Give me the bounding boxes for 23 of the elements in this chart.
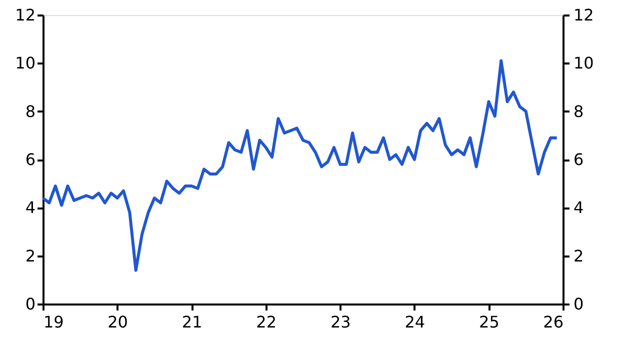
x-tick-label: 19 [44,312,64,332]
y-tick-label: 8 [25,102,36,121]
y2-tick-label: 6 [574,150,584,169]
y2-tick-label: 10 [574,54,594,73]
x-tick-label: 26 [543,312,564,332]
y2-tick-label: 12 [574,6,594,24]
y-tick-label: 12 [15,6,36,24]
y-tick-label: 10 [15,54,36,73]
y2-tick-label: 2 [574,246,584,266]
x-tick-label: 22 [256,312,277,332]
y-tick-label: 4 [25,198,36,218]
y-tick-label: 2 [25,246,36,266]
y-tick-label: 6 [25,150,36,169]
y2-tick-label: 0 [574,294,584,314]
x-tick-label: 25 [479,312,500,332]
y2-tick-label: 8 [574,102,584,121]
line-series [42,59,558,272]
x-tick-label: 24 [404,312,426,332]
y2-tick-label: 4 [574,198,584,218]
x-tick-label: 20 [108,312,128,332]
x-tick-label: 23 [330,312,351,332]
x-tick-label: 21 [182,312,202,332]
y-tick-label: 0 [25,294,36,314]
